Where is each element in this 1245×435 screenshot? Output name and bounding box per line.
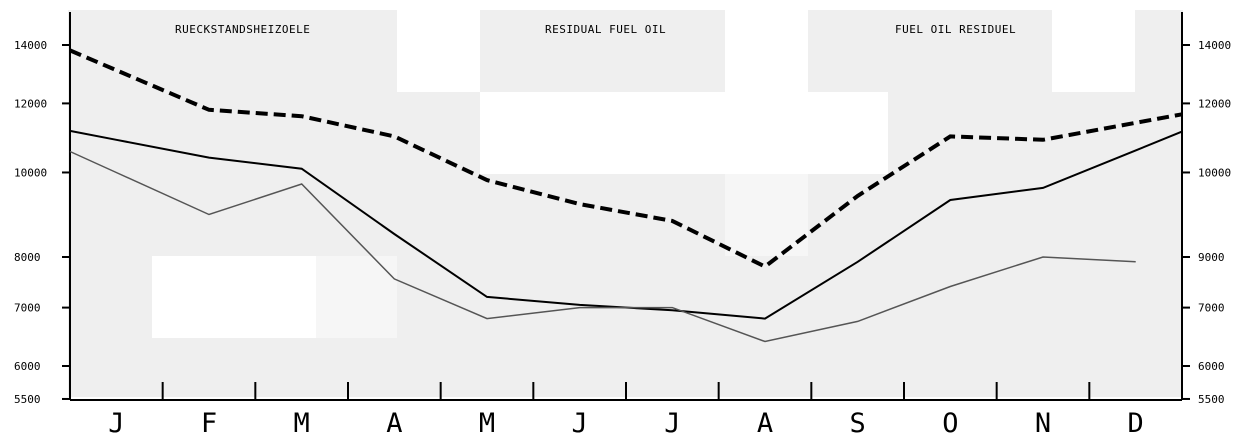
x-tick-label: A <box>757 408 773 435</box>
x-ticks <box>161 382 1091 400</box>
y-ticks-left: 14000 12000 10000 8000 7000 6000 5500 <box>14 39 70 406</box>
title-french: FUEL OIL RESIDUEL <box>895 23 1016 36</box>
y-tick-label-left: 8000 <box>14 251 41 264</box>
x-tick-label: J <box>572 408 588 435</box>
background-patch <box>316 256 397 338</box>
series-group <box>69 48 1183 343</box>
background-patch <box>725 10 808 174</box>
x-tick-label: O <box>942 408 958 435</box>
background-patch <box>1052 10 1135 92</box>
x-tick-label: A <box>386 408 402 435</box>
y-tick-label-right: 14000 <box>1198 39 1231 52</box>
background-patch <box>397 10 480 92</box>
title-english: RESIDUAL FUEL OIL <box>545 23 666 36</box>
y-tick-label-left: 7000 <box>14 302 41 315</box>
x-tick-label: D <box>1128 408 1144 435</box>
background-patch <box>480 92 725 174</box>
title-german: RUECKSTANDSHEIZOELE <box>175 23 310 36</box>
y-tick-label-right: 5500 <box>1198 393 1225 406</box>
y-tick-label-right: 6000 <box>1198 360 1225 373</box>
y-tick-label-right: 10000 <box>1198 166 1231 179</box>
background-patch <box>152 256 316 338</box>
series-line-dashed-bold <box>69 48 1183 269</box>
x-tick-label: S <box>850 408 866 435</box>
y-tick-label-left: 10000 <box>14 166 47 179</box>
x-tick-label: J <box>108 408 124 435</box>
series-line-thin <box>69 150 1136 343</box>
y-tick-label-left: 14000 <box>14 39 47 52</box>
y-ticks-right: 14000 12000 10000 9000 7000 6000 5500 <box>1182 39 1231 406</box>
plot-background <box>68 10 1183 397</box>
y-tick-label-left: 6000 <box>14 360 41 373</box>
x-tick-label: M <box>294 408 310 435</box>
x-tick-label: F <box>201 408 217 435</box>
x-tick-label: M <box>479 408 495 435</box>
y-tick-label-left: 5500 <box>14 393 41 406</box>
x-tick-label: N <box>1035 408 1051 435</box>
y-tick-label-left: 12000 <box>14 97 47 110</box>
background-patch <box>808 92 888 174</box>
background-patch <box>725 174 808 256</box>
y-tick-label-right: 9000 <box>1198 251 1225 264</box>
x-tick-label: J <box>664 408 680 435</box>
y-tick-label-right: 7000 <box>1198 302 1225 315</box>
y-tick-label-right: 12000 <box>1198 97 1231 110</box>
